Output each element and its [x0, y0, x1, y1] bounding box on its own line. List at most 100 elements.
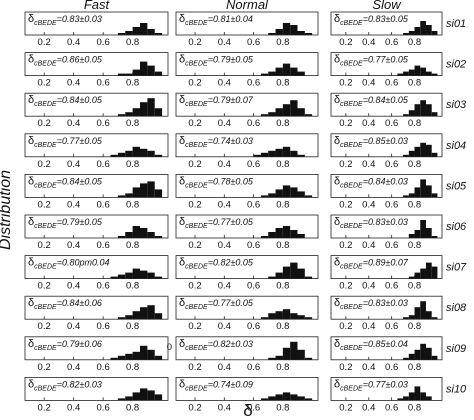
- histogram-bar: [420, 268, 426, 279]
- label-symbol: δ: [28, 13, 34, 25]
- x-tick-label: 0.2: [188, 402, 201, 413]
- panel-label: δcBEDE=0.86±0.05: [28, 54, 103, 68]
- x-tick-label: 0.4: [362, 199, 375, 210]
- row-label: si03: [446, 99, 467, 111]
- label-value: =0.83±0.03: [363, 217, 408, 227]
- histogram-bar: [139, 345, 148, 360]
- histogram-bar: [132, 351, 140, 360]
- histogram-bar: [282, 104, 291, 117]
- x-tick-label: 0.8: [126, 159, 139, 170]
- x-tick-label: 0.4: [218, 199, 231, 210]
- histogram-bar: [147, 29, 155, 35]
- panel-frame: [24, 295, 169, 320]
- histogram-bar: [147, 181, 155, 198]
- label-symbol: δ: [334, 94, 340, 106]
- histogram-bar: [139, 270, 148, 279]
- x-tick-label: 0.8: [276, 159, 289, 170]
- histogram-bar: [147, 65, 155, 76]
- panel-label: δcBEDE=0.77±0.05: [179, 216, 254, 230]
- annotation: 0: [167, 342, 172, 353]
- label-value: =0.74±0.03: [208, 136, 253, 146]
- x-tick-label: 0.6: [385, 37, 398, 48]
- panel-label: δcBEDE=0.82±0.05: [179, 257, 254, 271]
- x-tick-label: 0.6: [385, 321, 398, 332]
- histogram-bar: [275, 228, 283, 238]
- histogram-bar: [425, 347, 432, 360]
- histogram-bar: [275, 355, 283, 360]
- histogram-bar: [414, 27, 421, 35]
- x-tick-label: 0.8: [276, 402, 289, 413]
- x-tick-label: 0.2: [188, 118, 201, 129]
- histogram-bar: [290, 262, 298, 279]
- histogram-bar: [139, 307, 148, 320]
- panel-label: δcBEDE=0.85±0.04: [334, 338, 408, 352]
- x-tick-label: 0.8: [408, 402, 421, 413]
- label-value: =0.79±0.05: [57, 217, 103, 227]
- label-symbol: δ: [179, 378, 185, 390]
- histogram-bar: [425, 71, 432, 76]
- histogram-bar: [431, 73, 438, 76]
- label-value: =0.77±0.05: [208, 298, 254, 308]
- histogram-bar: [275, 311, 283, 320]
- histogram-bar: [117, 152, 126, 157]
- x-tick-label: 0.4: [362, 362, 375, 373]
- panel-label: δcBEDE=0.74±0.03: [179, 135, 253, 149]
- row-label: si06: [446, 221, 467, 233]
- label-subscript: cBEDE: [340, 385, 363, 392]
- histogram-bar: [132, 268, 140, 279]
- panel-frame: [24, 52, 169, 76]
- panel-label: δcBEDE=0.84±0.05: [334, 94, 409, 108]
- histogram-bar: [420, 100, 426, 117]
- panel-frame: [175, 295, 319, 320]
- histogram-bar: [260, 152, 269, 157]
- label-symbol: δ: [179, 94, 185, 106]
- histogram-bar: [290, 394, 298, 401]
- histogram-bar: [403, 154, 409, 157]
- histogram-bar: [290, 230, 298, 238]
- histogram-bar: [304, 114, 313, 117]
- x-tick-label: 0.6: [247, 118, 260, 129]
- x-tick-label: 0.2: [188, 159, 201, 170]
- label-symbol: δ: [179, 135, 185, 147]
- label-symbol: δ: [179, 13, 185, 25]
- row-label: si09: [446, 343, 466, 355]
- x-tick-label: 0.4: [67, 159, 80, 170]
- x-tick-label: 0.6: [247, 362, 260, 373]
- histogram-bar: [397, 398, 404, 401]
- label-value: =0.80pm0.04: [57, 258, 110, 268]
- x-tick-label: 0.8: [126, 240, 139, 251]
- histogram-bar: [282, 392, 291, 401]
- label-value: =0.79±0.06: [57, 339, 102, 349]
- label-symbol: δ: [28, 216, 34, 228]
- panel-label: δcBEDE=0.83±0.03: [334, 297, 408, 311]
- label-subscript: cBEDE: [340, 264, 363, 271]
- x-tick-label: 0.4: [218, 240, 231, 251]
- x-tick-label: 0.2: [339, 362, 352, 373]
- panel-label: δcBEDE=0.82±0.03: [28, 378, 102, 392]
- label-symbol: δ: [334, 54, 340, 66]
- x-tick-label: 0.2: [38, 78, 51, 89]
- x-tick-label: 0.2: [188, 281, 201, 292]
- row-label: si05: [446, 180, 467, 192]
- x-tick-label: 0.8: [126, 118, 139, 129]
- histogram-bar: [117, 355, 126, 360]
- histogram-bar: [275, 29, 283, 35]
- column-header: Fast: [84, 0, 111, 12]
- histogram-bar: [139, 228, 148, 238]
- label-subscript: cBEDE: [185, 345, 208, 352]
- histogram-bar: [431, 317, 438, 320]
- histogram-bar: [139, 148, 148, 157]
- x-tick-label: 0.8: [276, 199, 289, 210]
- label-value: =0.77±0.03: [363, 379, 408, 389]
- panel-label: δcBEDE=0.84±0.06: [28, 297, 102, 311]
- panel-frame: [330, 214, 443, 239]
- histogram-bar: [290, 25, 298, 35]
- panel-label: δcBEDE=0.74±0.09: [179, 378, 253, 392]
- panel-frame: [330, 52, 443, 76]
- histogram-bar: [425, 25, 432, 35]
- x-tick-label: 0.8: [126, 78, 139, 89]
- histogram-bar: [117, 114, 126, 117]
- label-subscript: cBEDE: [340, 182, 363, 189]
- x-tick-label: 0.8: [408, 159, 421, 170]
- histogram-bar: [125, 315, 133, 320]
